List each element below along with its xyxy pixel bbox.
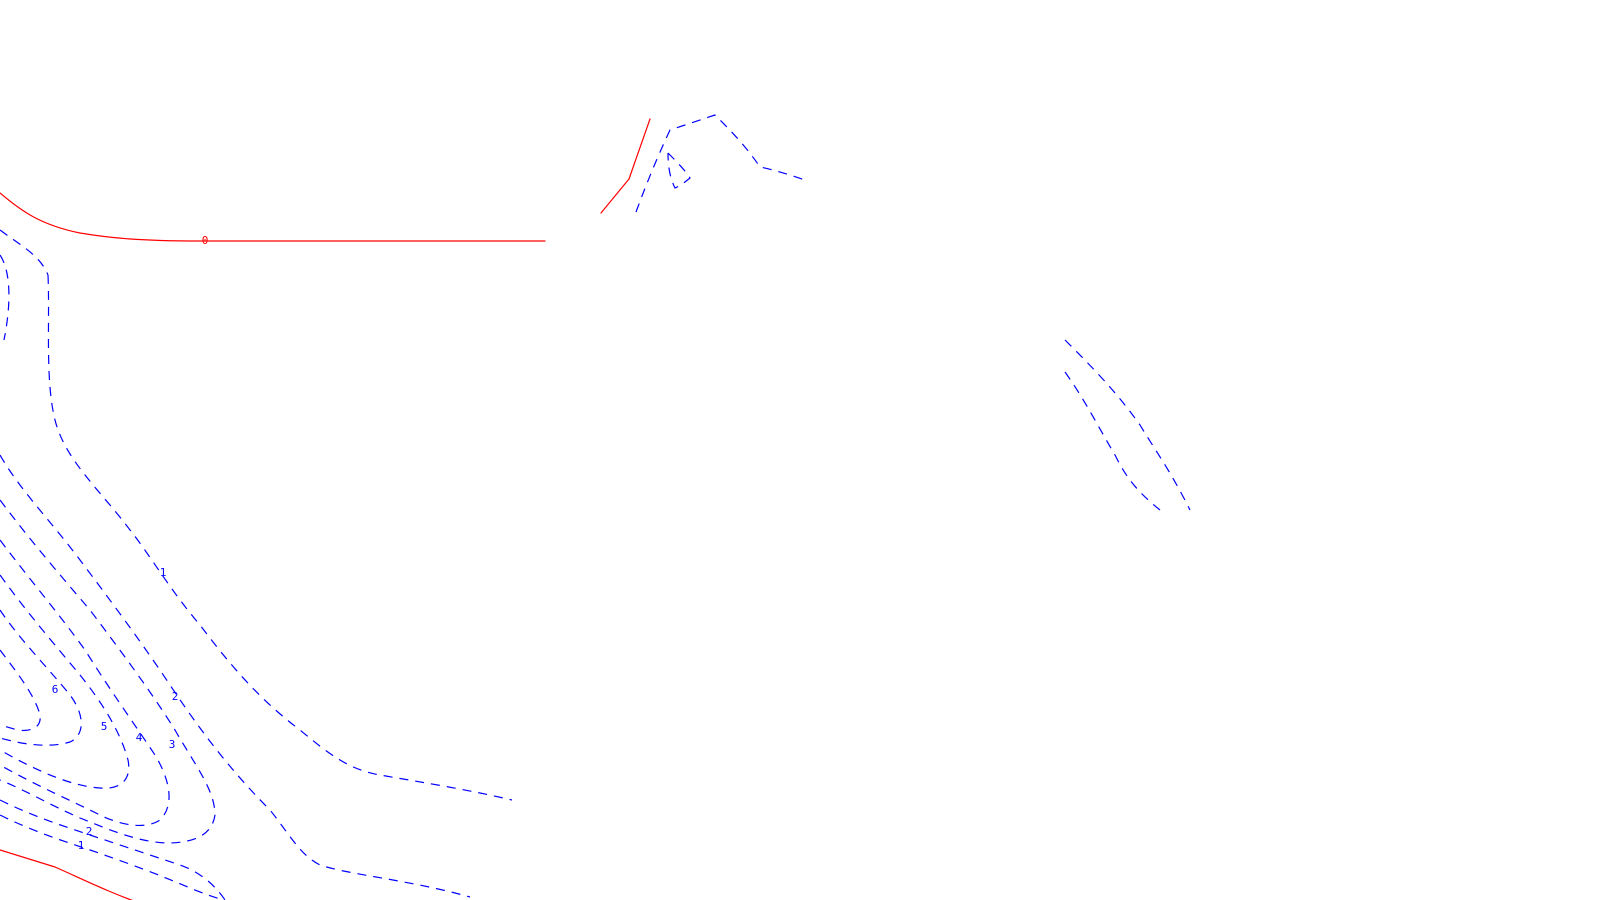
label-four: 4 [136,731,143,744]
contour-right-fragment-b [1064,371,1161,511]
label-five: 5 [101,720,108,733]
contour-6 [0,609,82,746]
contour-edge-fragment-a [0,254,10,341]
contour-peak-inner [667,152,691,189]
contour-3 [0,499,216,844]
label-six: 6 [52,683,59,696]
label-zero-top: 0 [202,234,209,247]
label-three: 3 [169,738,176,751]
contour-inner [0,649,41,732]
zero-contour-top [0,192,546,242]
contour-label-group: 0 1 2 3 4 5 6 2 1 [52,234,209,852]
contour-2-upper [0,454,471,898]
zero-contour-peak [600,118,651,214]
label-two-upper: 2 [172,690,179,703]
contour-4 [0,539,170,826]
label-one-upper: 1 [160,566,167,579]
contour-5 [0,574,130,789]
contour-peak-outer [635,114,806,213]
label-one-lower: 1 [78,839,85,852]
contour-2-lower [0,799,226,900]
zero-contour-bottom [0,849,133,900]
positive-contour-group [0,114,1191,900]
label-two-lower: 2 [86,825,93,838]
contour-right-fragment-a [1064,339,1191,511]
contour-edge-fragment-b [0,229,49,276]
zero-contour-group [0,118,651,900]
